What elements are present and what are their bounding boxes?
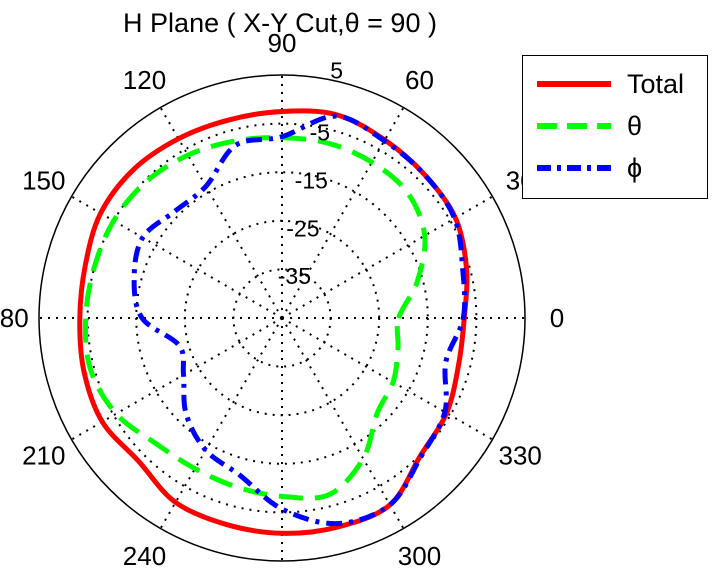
radial-label-minus25: -25 [286,215,319,241]
angle-label-120: 120 [123,65,166,95]
series-group [77,108,470,536]
radial-label-minus35: -35 [278,263,311,289]
spoke-120 [159,107,283,319]
angle-label-300: 300 [398,541,441,571]
legend-item-theta: θ [523,106,707,146]
ring-minus5 [86,122,478,514]
ring-minus25 [183,219,381,417]
tick-labels: 0306090120150180210240270300330-35-25-15… [0,28,564,583]
legend: Total θ ϕ [522,55,708,199]
legend-label-theta: θ [627,111,643,141]
angle-label-270: 270 [260,578,303,583]
angle-label-60: 60 [405,65,434,95]
chart-title: H Plane ( X-Y Cut,θ = 90 ) [123,8,437,38]
outer-circle [38,74,526,562]
angle-label-150: 150 [22,166,65,196]
spoke-300 [281,317,405,529]
spoke-330 [281,317,493,441]
legend-label-total: Total [627,69,685,99]
ring-minus35 [232,268,332,368]
series-line-1 [82,135,428,501]
legend-label-phi: ϕ [627,153,643,183]
angle-label-0: 0 [550,303,564,333]
spoke-210 [71,317,283,441]
angle-label-330: 330 [499,441,542,471]
legend-item-total: Total [523,64,707,104]
series-line-2 [131,113,468,527]
angle-label-210: 210 [22,441,65,471]
legend-swatch-phi [537,165,611,171]
legend-item-phi: ϕ [523,148,707,188]
radial-label-minus5: -5 [310,120,330,146]
spoke-30 [281,195,493,319]
radial-label-5: 5 [330,58,343,84]
angle-label-240: 240 [123,541,166,571]
angle-label-90: 90 [268,28,297,58]
legend-swatch-theta [537,123,611,129]
spoke-240 [159,317,283,529]
spoke-150 [71,195,283,319]
angle-label-180: 180 [0,303,29,333]
spoke-60 [281,107,405,319]
radial-label-minus15: -15 [295,167,328,193]
polar-grid [38,74,526,562]
legend-swatch-total [537,81,611,87]
ring-minus15 [135,171,429,465]
